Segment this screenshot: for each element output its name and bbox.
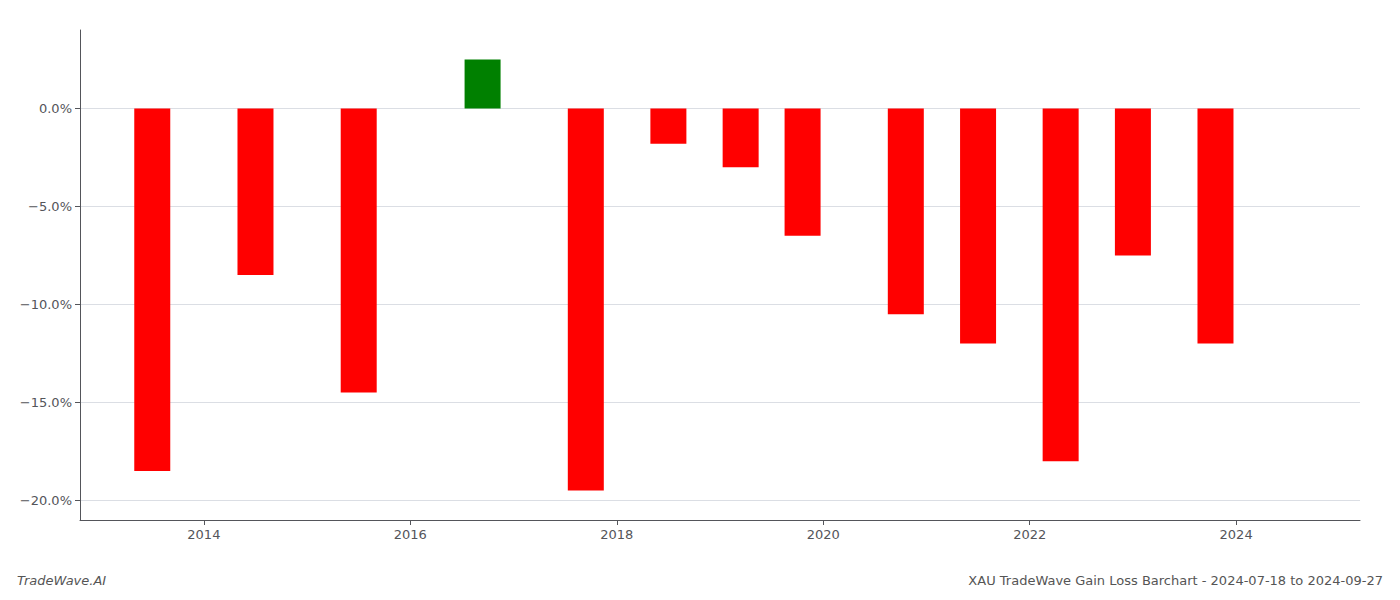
svg-text:XAU TradeWave Gain Loss Barcha: XAU TradeWave Gain Loss Barchart - 2024-… <box>968 573 1383 588</box>
svg-text:2024: 2024 <box>1220 527 1253 542</box>
svg-text:−5.0%: −5.0% <box>28 199 72 214</box>
svg-text:0.0%: 0.0% <box>39 101 72 116</box>
svg-text:2016: 2016 <box>394 527 427 542</box>
svg-text:TradeWave.AI: TradeWave.AI <box>17 573 106 588</box>
svg-text:2018: 2018 <box>600 527 633 542</box>
svg-text:−20.0%: −20.0% <box>20 493 72 508</box>
svg-text:2020: 2020 <box>807 527 840 542</box>
svg-text:−10.0%: −10.0% <box>20 297 72 312</box>
svg-text:2022: 2022 <box>1013 527 1046 542</box>
svg-text:2014: 2014 <box>187 527 220 542</box>
svg-text:−15.0%: −15.0% <box>20 395 72 410</box>
